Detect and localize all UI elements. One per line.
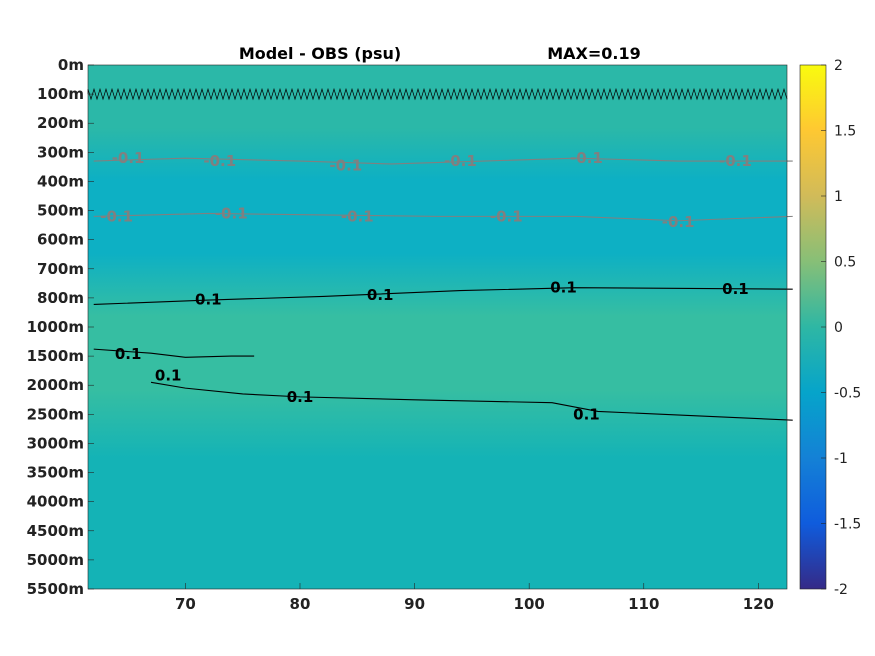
contour-line	[93, 287, 793, 305]
y-tick-label: 4000m	[27, 493, 84, 511]
y-tick-label: 4500m	[27, 522, 84, 540]
contour-label: -0.1	[662, 213, 695, 231]
contour-label: -0.1	[719, 152, 752, 170]
colorbar-tick-label: -0.5	[834, 386, 861, 402]
colorbar-tick-label: 1	[834, 189, 843, 205]
x-tick-label: 90	[404, 595, 425, 613]
colorbar-tick-label: -2	[834, 582, 848, 598]
y-tick-label: 200m	[37, 114, 84, 132]
colorbar-tick-label: 1.5	[834, 124, 856, 140]
y-tick-label: 5000m	[27, 551, 84, 569]
contour-3: 0.1 0.1 0.1 0.1	[93, 279, 793, 309]
contour-label: -0.1	[341, 207, 374, 225]
contour-line	[93, 157, 793, 165]
contour-label: -0.1	[100, 207, 133, 225]
chart-title: Model - OBS (psu)	[239, 44, 401, 63]
contour-2: -0.1 -0.1 -0.1 -0.1 -0.1	[93, 204, 793, 231]
y-tick-label: 800m	[37, 289, 84, 307]
y-tick-label: 1500m	[27, 347, 84, 365]
colorbar: 2 1.5 1 0.5 0 -0.5 -1 -1.5 -2	[799, 58, 861, 598]
colorbar-tick-label: 2	[834, 58, 843, 74]
contour-label: -0.1	[329, 156, 362, 174]
y-tick-label: 3000m	[27, 434, 84, 452]
y-tick-label: 300m	[37, 143, 84, 161]
contour-label: 0.1	[550, 279, 577, 297]
y-tick-label: 2500m	[27, 405, 84, 423]
max-label: MAX=0.19	[547, 44, 641, 63]
contour-lines: -0.1 -0.1 -0.1 -0.1 -0.1 -0.1-0.1 -0.1 -0.1 -0.1…	[87, 87, 793, 423]
y-tick-label: 100m	[37, 85, 84, 103]
y-tick-label: 500m	[37, 202, 84, 220]
field-background	[88, 65, 787, 589]
contour-label: -0.1	[444, 152, 477, 170]
contour-label: 0.1	[722, 280, 749, 298]
contour-line	[150, 381, 793, 421]
contour-4: 0.1 0.1	[93, 345, 255, 384]
contour-label: 0.1	[115, 345, 142, 363]
y-tick-label: 2000m	[27, 376, 84, 394]
contour-line	[87, 87, 788, 101]
x-tick-label: 100	[514, 595, 545, 613]
contour-label: 0.1	[155, 366, 182, 384]
y-tick-label: 700m	[37, 260, 84, 278]
contour-label: 0.1	[367, 286, 394, 304]
contour-label: -0.1	[570, 149, 603, 167]
contour-label: 0.1	[287, 388, 314, 406]
axes: 70 80 90 100 110 120 0m 100m 200m 300m 400m 500m 600…	[27, 56, 788, 613]
y-tick-label: 1000m	[27, 318, 84, 336]
colorbar-tick-label: 0	[834, 320, 843, 336]
contour-1: -0.1 -0.1 -0.1 -0.1 -0.1 -0.1	[93, 149, 793, 174]
y-tick-label: 5500m	[27, 580, 84, 598]
contour-line	[93, 348, 255, 358]
contour-label: -0.1	[203, 152, 236, 170]
x-tick-label: 120	[743, 595, 774, 613]
contour-label: 0.1	[573, 405, 600, 423]
colorbar-tick-label: 0.5	[834, 255, 856, 271]
colorbar-tick-label: -1.5	[834, 517, 861, 533]
contour-line	[93, 212, 793, 222]
contour-label: -0.1	[112, 149, 145, 167]
x-tick-label: 70	[175, 595, 196, 613]
contour-5: 0.1 0.1	[150, 381, 793, 423]
heatmap-field	[88, 65, 787, 589]
contour-label: -0.1	[490, 207, 523, 225]
contour-0	[87, 87, 788, 101]
colorbar-tick-label: -1	[834, 451, 848, 467]
contour-label: -0.1	[215, 204, 248, 222]
x-tick-label: 80	[290, 595, 311, 613]
y-tick-label: 600m	[37, 231, 84, 249]
y-tick-label: 400m	[37, 172, 84, 190]
x-tick-label: 110	[628, 595, 659, 613]
y-tick-label: 0m	[58, 56, 84, 74]
y-tick-label: 3500m	[27, 464, 84, 482]
contour-label: 0.1	[195, 291, 222, 309]
